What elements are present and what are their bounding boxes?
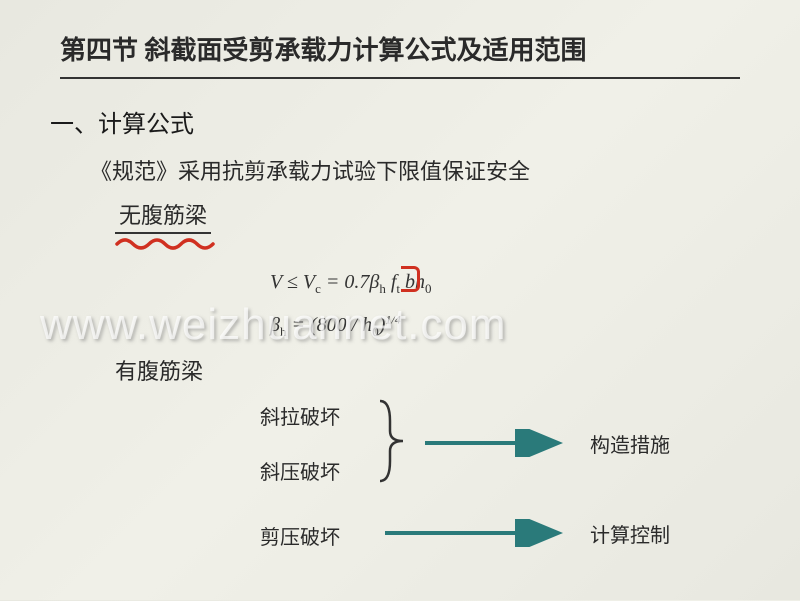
label-construction: 构造措施 [590, 429, 670, 458]
arrow-2-icon [385, 519, 575, 547]
section-heading: 一、计算公式 [50, 104, 740, 139]
red-circle-annotation [401, 266, 420, 292]
beam-type-2: 有腹筋梁 [115, 354, 740, 386]
intro-text: 《规范》采用抗剪承载力试验下限值保证安全 [90, 154, 740, 186]
formula-1: V ≤ Vc = 0.7βh ft bh0 [270, 263, 740, 302]
failure-2: 斜压破坏 [260, 456, 340, 485]
brace-icon [375, 396, 415, 486]
red-squiggle-annotation [115, 236, 740, 257]
label-calc-control: 计算控制 [590, 519, 670, 548]
arrow-1-icon [425, 429, 575, 457]
beam-type-1: 无腹筋梁 [115, 196, 211, 234]
failure-diagram: 斜拉破坏 斜压破坏 剪压破坏 构造措施 计算控制 [260, 401, 740, 571]
failure-3: 剪压破坏 [260, 521, 340, 550]
formula-text: V ≤ V [270, 271, 315, 293]
formula-2: βh = (800 / h0)1/4 [270, 306, 740, 345]
slide-title: 第四节 斜截面受剪承载力计算公式及适用范围 [60, 30, 740, 79]
failure-1: 斜拉破坏 [260, 401, 340, 430]
